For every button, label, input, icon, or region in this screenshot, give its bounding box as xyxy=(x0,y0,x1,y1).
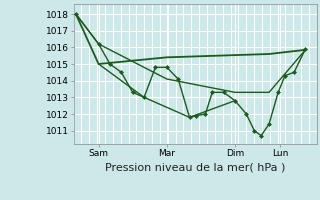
X-axis label: Pression niveau de la mer( hPa ): Pression niveau de la mer( hPa ) xyxy=(105,162,285,172)
